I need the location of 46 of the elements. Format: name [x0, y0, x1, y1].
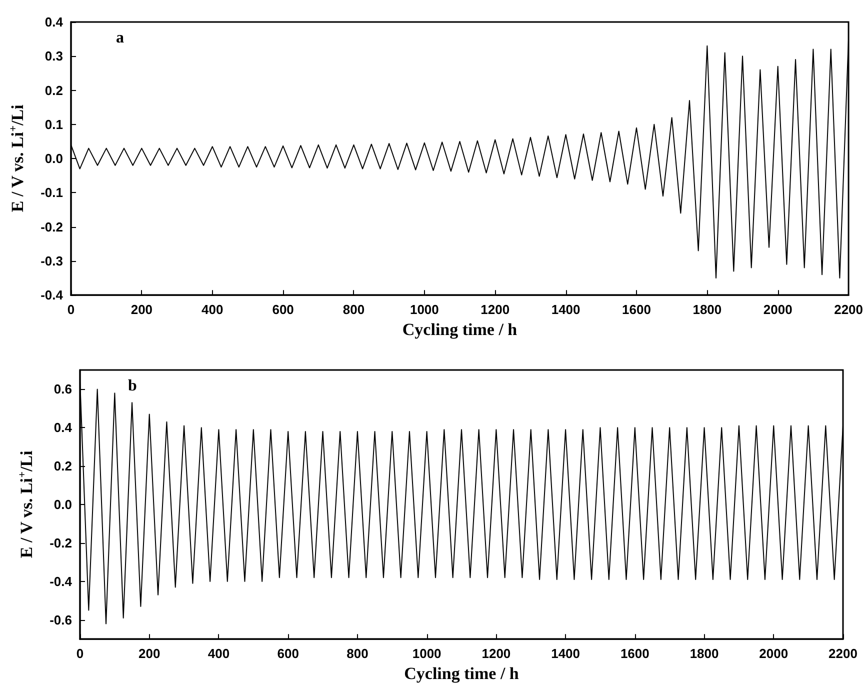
y-tick-label: 0.4	[44, 14, 64, 30]
y-tick-label: -0.4	[40, 288, 64, 303]
x-tick-label: 600	[277, 646, 299, 662]
x-tick-label: 1200	[480, 302, 510, 318]
y-tick-label: 0.2	[44, 82, 63, 98]
y-tick-label: -0.2	[50, 535, 72, 550]
x-tick-label: 1400	[551, 646, 580, 662]
x-tick-label: 2200	[828, 646, 858, 662]
x-tick-label: 400	[202, 302, 224, 318]
x-axis-title: Cycling time / h	[404, 664, 520, 683]
annotation: a	[116, 30, 124, 46]
x-tick-label: 1000	[412, 646, 442, 662]
y-tick-label: 0.0	[44, 151, 63, 166]
y-tick-label: -0.6	[50, 612, 72, 628]
x-tick-label: 2200	[834, 302, 863, 318]
y-tick-label: 0.0	[54, 497, 72, 512]
x-tick-label: 600	[272, 302, 294, 318]
y-tick-label: -0.2	[40, 219, 63, 234]
y-tick-label: -0.1	[40, 185, 63, 200]
x-tick-label: 800	[342, 302, 365, 318]
x-tick-label: 400	[208, 646, 230, 662]
annotation: b	[128, 378, 137, 394]
x-tick-label: 1600	[620, 646, 650, 662]
y-tick-label: 0.1	[44, 116, 63, 132]
x-tick-label: 2000	[763, 302, 792, 318]
x-tick-label: 0	[76, 646, 84, 662]
x-tick-label: 1000	[410, 302, 439, 318]
x-tick-label: 1200	[482, 646, 511, 662]
y-tick-label: 0.3	[44, 48, 63, 64]
y-tick-label: -0.4	[50, 574, 73, 589]
x-tick-label: 1800	[690, 646, 719, 662]
y-tick-label: 0.2	[54, 458, 72, 474]
y-tick-label: 0.6	[54, 382, 72, 397]
y-axis-title: E / V vs. Li+/Li	[8, 104, 27, 212]
x-tick-label: 1800	[692, 302, 722, 318]
x-tick-label: 2000	[759, 646, 788, 662]
y-tick-label: -0.3	[40, 253, 63, 268]
x-tick-label: 0	[67, 302, 75, 318]
x-axis-title: Cycling time / h	[402, 320, 518, 339]
x-tick-label: 800	[346, 646, 368, 662]
x-tick-label: 1400	[551, 302, 580, 318]
y-tick-label: 0.4	[54, 420, 73, 436]
y-axis-title: E / V vs. Li+/Li	[16, 450, 36, 558]
x-tick-label: 1600	[622, 302, 651, 318]
x-tick-label: 200	[138, 646, 160, 662]
x-tick-label: 200	[130, 302, 153, 318]
